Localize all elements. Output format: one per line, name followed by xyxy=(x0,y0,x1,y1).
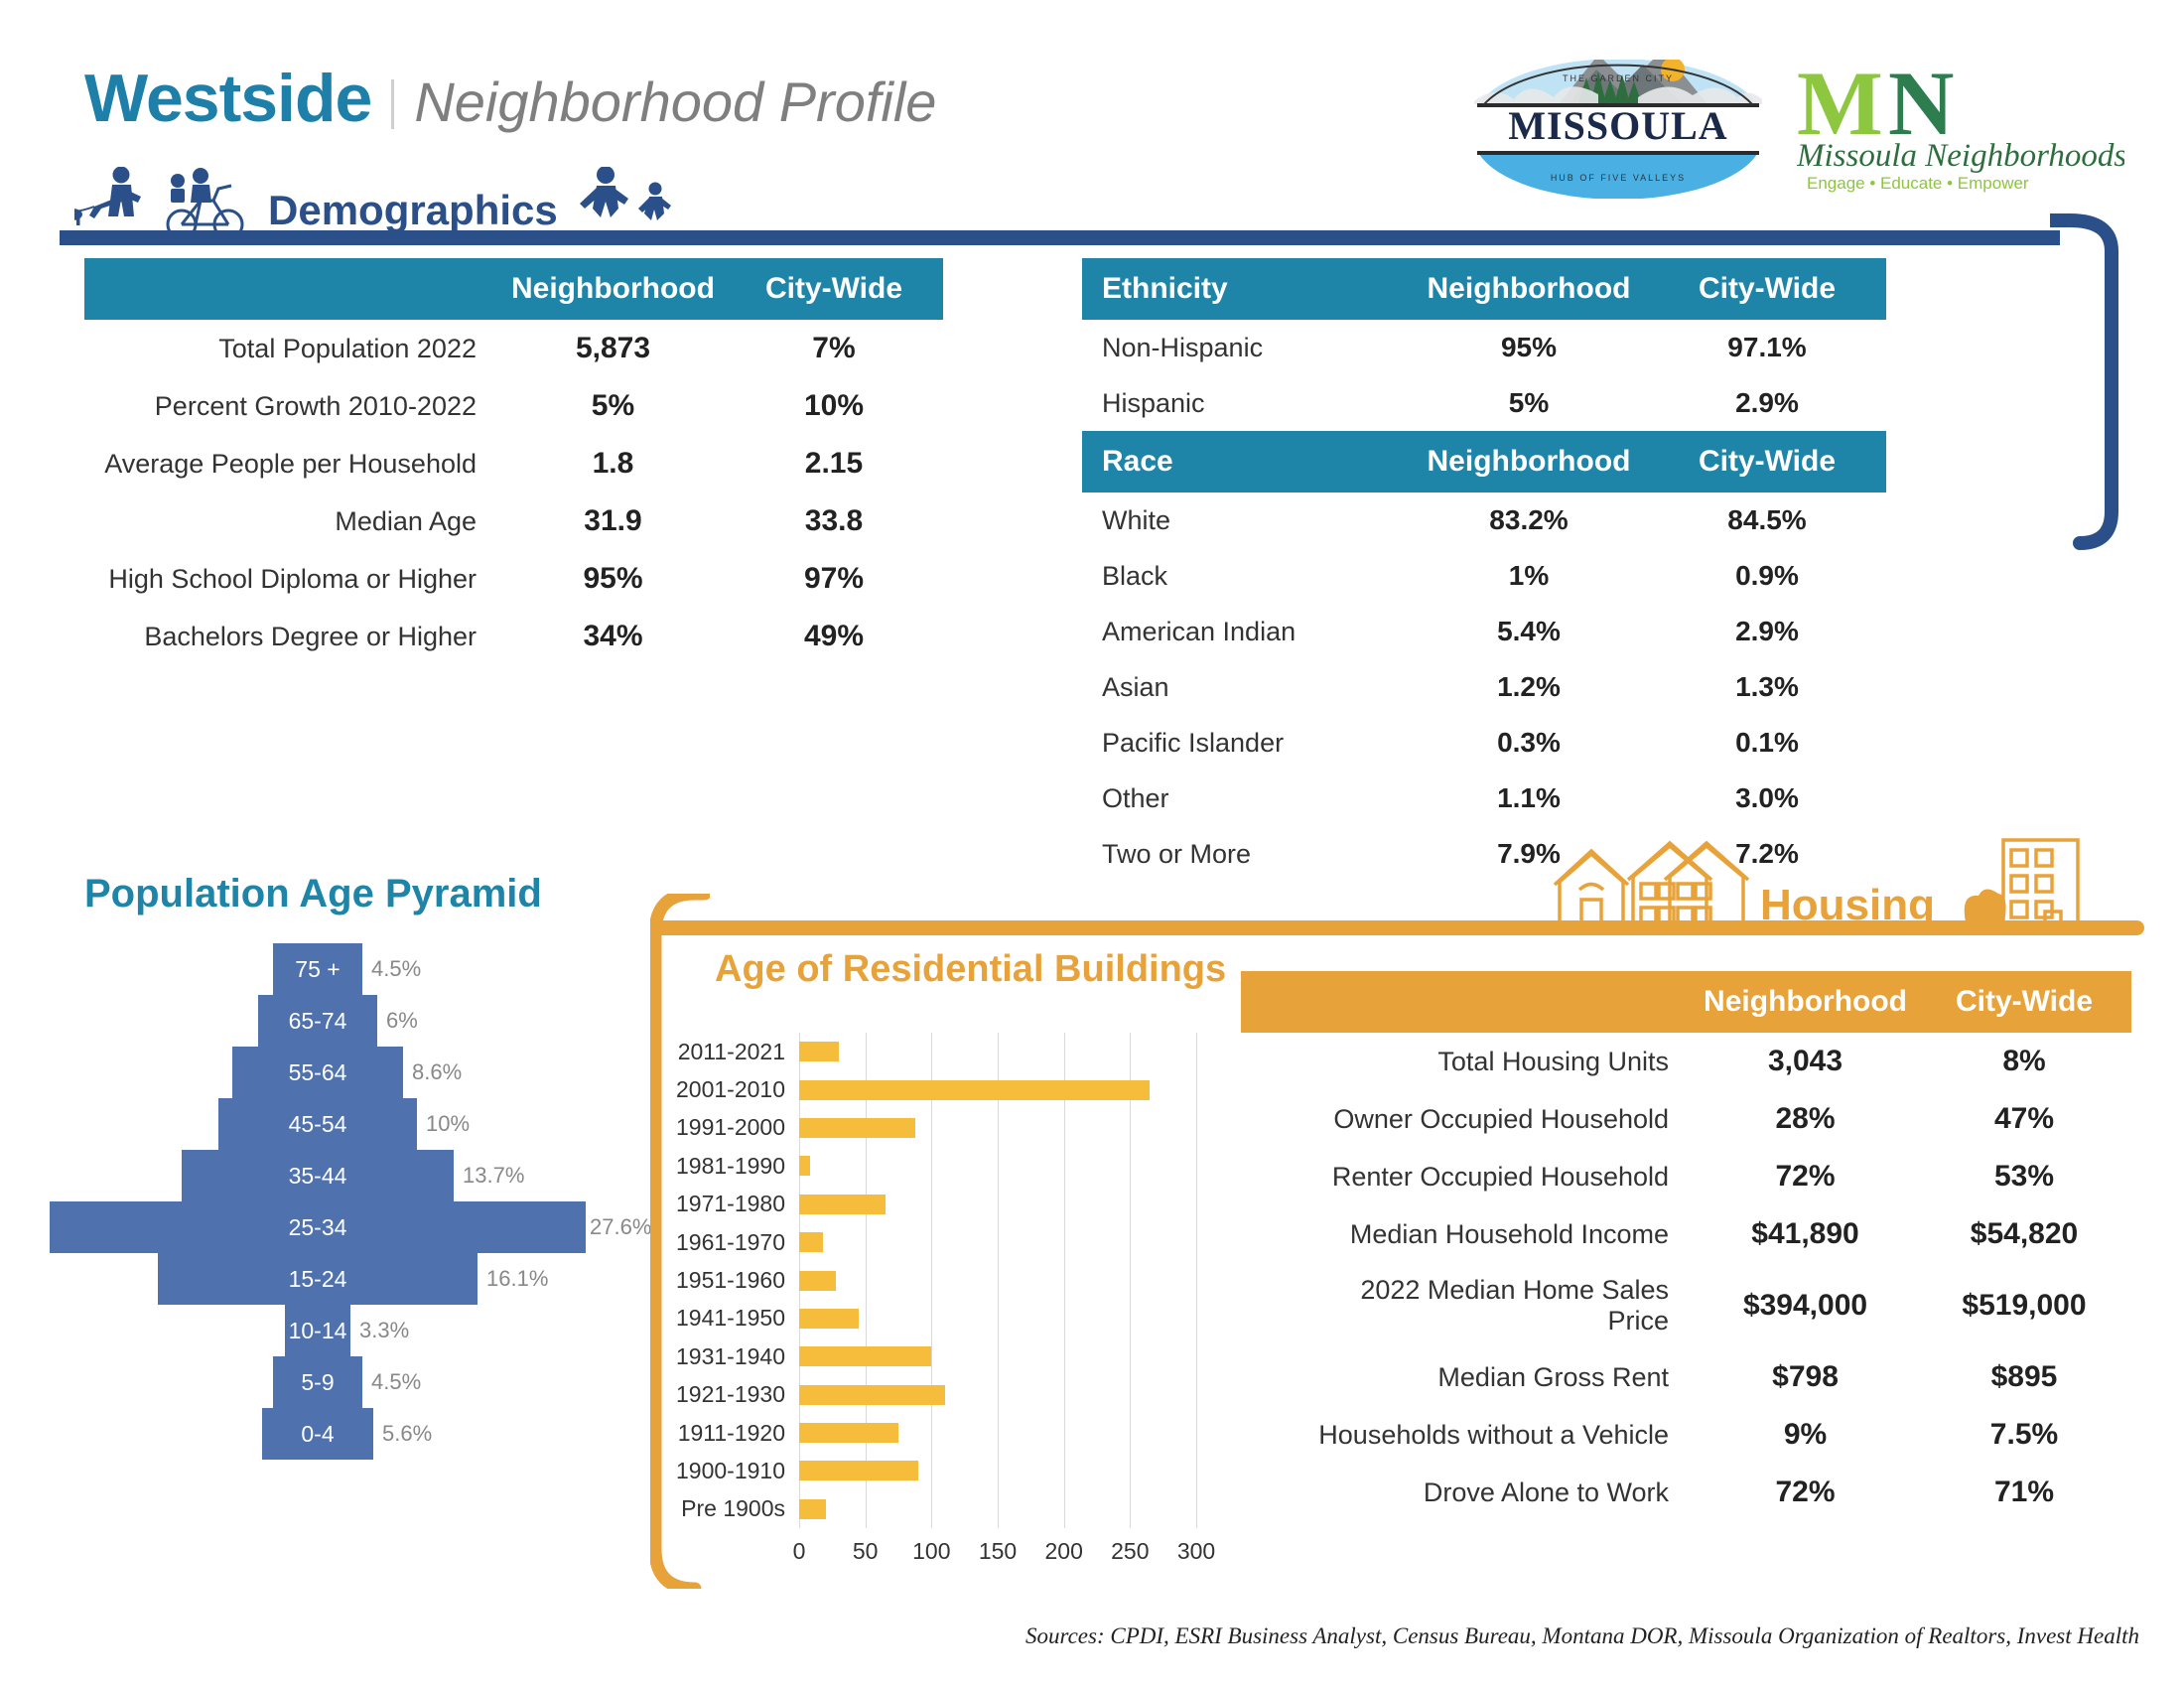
svg-text:MISSOULA: MISSOULA xyxy=(1508,103,1727,148)
svg-text:Demographics: Demographics xyxy=(268,187,558,233)
svg-text:Missoula Neighborhoods: Missoula Neighborhoods xyxy=(1797,138,2124,174)
svg-text:HUB OF FIVE VALLEYS: HUB OF FIVE VALLEYS xyxy=(1551,173,1686,183)
svg-text:THE GARDEN CITY: THE GARDEN CITY xyxy=(1563,73,1674,83)
svg-text:Engage • Educate • Empower: Engage • Educate • Empower xyxy=(1807,174,2029,193)
svg-text:Housing: Housing xyxy=(1760,881,1935,929)
